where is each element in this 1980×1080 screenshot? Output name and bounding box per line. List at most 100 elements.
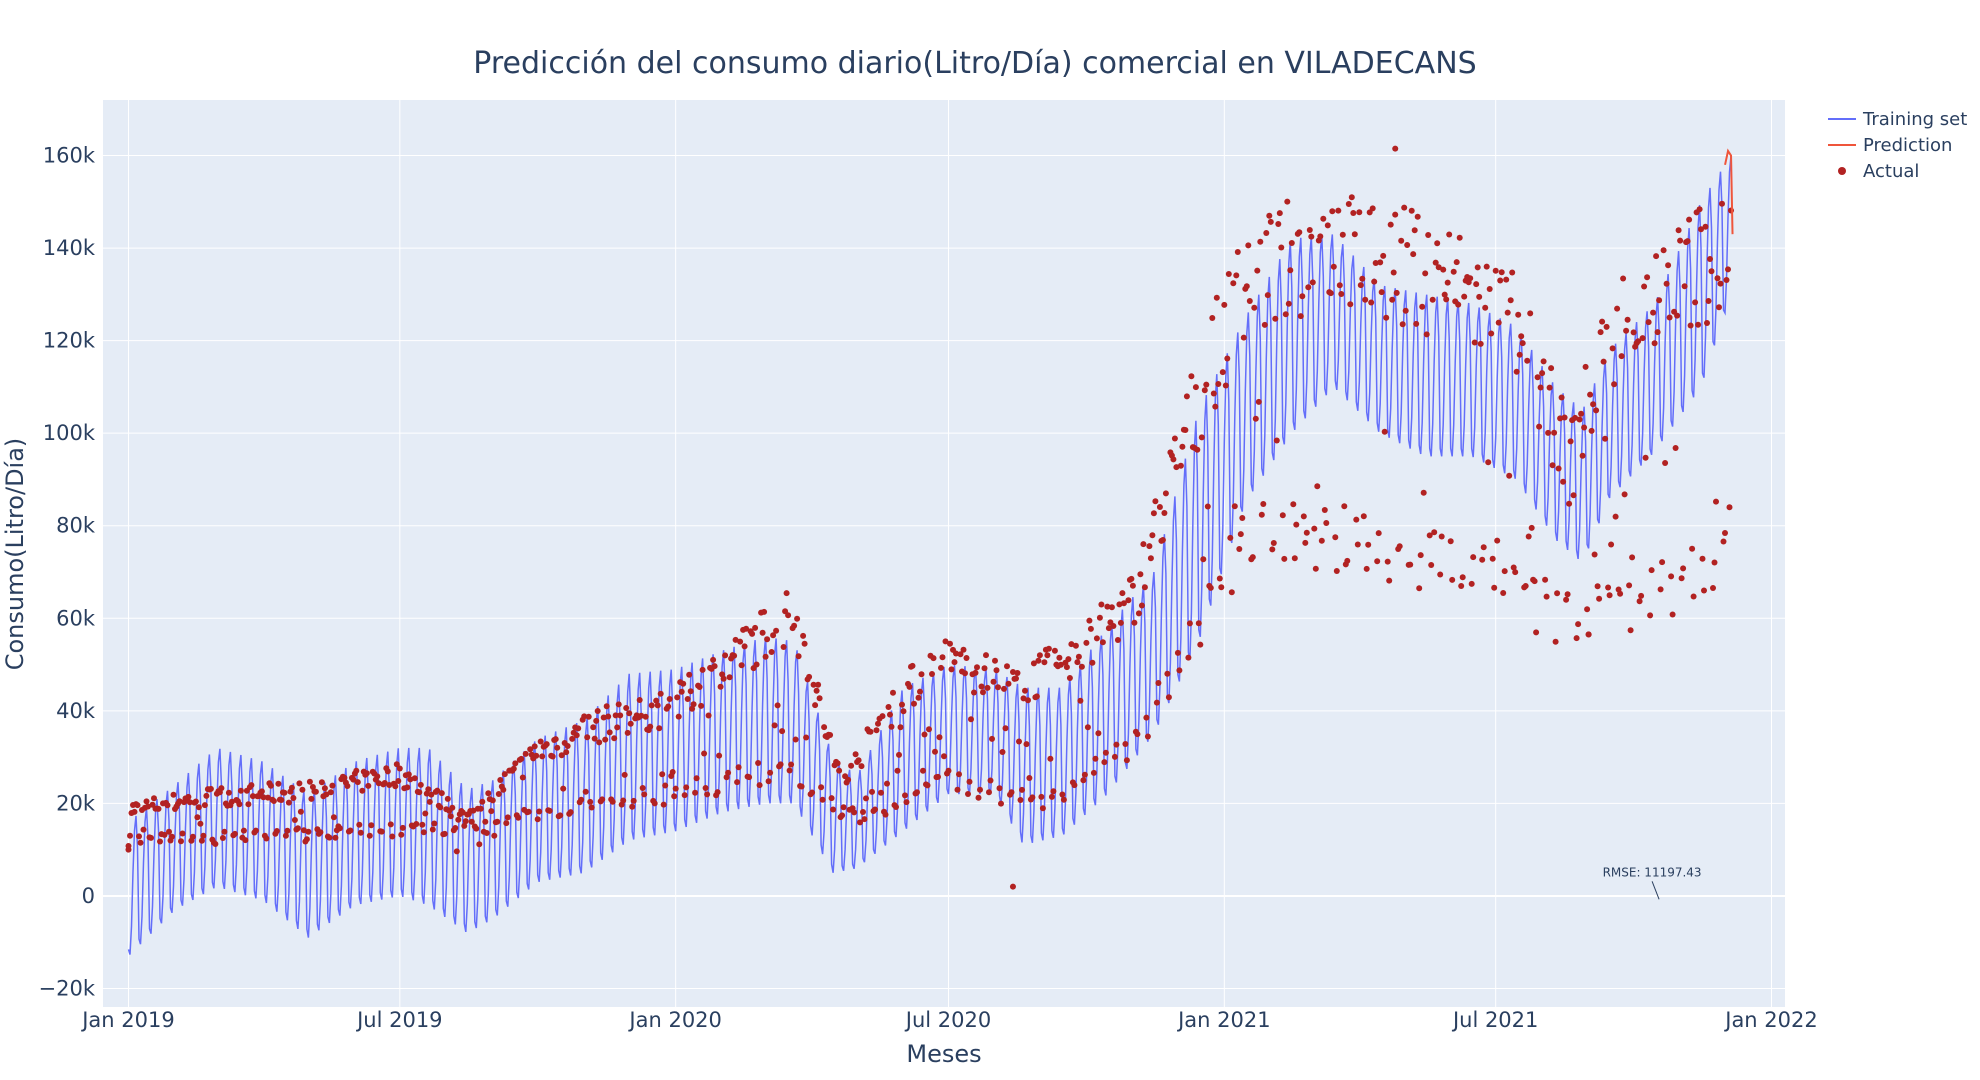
actual-point	[1608, 541, 1615, 548]
actual-point	[1010, 669, 1016, 675]
actual-point	[263, 835, 270, 842]
actual-point	[1117, 619, 1124, 626]
actual-point	[1497, 277, 1504, 284]
actual-point	[452, 825, 459, 831]
actual-point	[659, 771, 666, 778]
actual-point	[738, 662, 745, 669]
actual-point	[573, 732, 580, 739]
actual-point	[267, 782, 274, 789]
actual-point	[1407, 561, 1414, 568]
actual-point	[357, 829, 364, 836]
actual-point	[1489, 555, 1496, 562]
actual-point	[1503, 276, 1510, 283]
actual-point	[1357, 282, 1364, 289]
actual-point	[1099, 639, 1106, 646]
actual-point	[995, 684, 1001, 691]
actual-point	[1093, 635, 1100, 642]
annotations: RMSE: 11197.43	[1603, 865, 1702, 900]
actual-point	[438, 790, 445, 797]
actual-point	[1059, 791, 1066, 798]
actual-point	[1507, 297, 1514, 304]
legend-item-actual[interactable]: Actual	[1838, 161, 1919, 182]
actual-point	[1300, 513, 1307, 520]
actual-point	[746, 774, 753, 781]
actual-point	[921, 731, 928, 738]
actual-point	[1309, 279, 1316, 286]
actual-point	[1098, 601, 1105, 608]
actual-point	[500, 786, 507, 793]
actual-point	[1176, 667, 1183, 674]
actual-point	[1717, 280, 1724, 287]
actual-point	[1044, 652, 1051, 659]
legend-item-training-set[interactable]: Training set	[1828, 109, 1967, 130]
actual-point	[696, 684, 703, 690]
actual-point	[900, 708, 907, 715]
actual-point	[1081, 771, 1088, 778]
actual-point	[1297, 313, 1304, 320]
actual-point	[1552, 638, 1559, 645]
legend-label: Actual	[1863, 161, 1919, 182]
actual-point	[297, 808, 304, 815]
actual-point	[759, 629, 766, 636]
actual-point	[488, 808, 495, 815]
actual-point	[1198, 434, 1205, 441]
actual-point	[614, 724, 621, 731]
actual-point	[554, 744, 561, 751]
actual-point	[387, 821, 394, 828]
actual-point	[1116, 601, 1123, 608]
actual-point	[1725, 266, 1731, 273]
actual-point	[591, 735, 598, 742]
actual-point	[134, 802, 141, 809]
actual-point	[972, 669, 979, 676]
actual-point	[1689, 545, 1696, 552]
actual-point	[381, 780, 388, 786]
actual-point	[1135, 610, 1142, 617]
legend[interactable]: Training set Prediction Actual	[1828, 109, 1967, 182]
actual-point	[687, 688, 694, 695]
actual-point	[717, 683, 724, 690]
actual-point	[1707, 256, 1713, 262]
actual-point	[1219, 369, 1226, 376]
actual-point	[1066, 675, 1073, 681]
actual-point	[1669, 611, 1676, 618]
actual-point	[552, 736, 559, 743]
actual-point	[1278, 244, 1285, 251]
actual-point	[185, 793, 192, 800]
actual-point	[930, 655, 937, 662]
actual-point	[356, 821, 363, 828]
actual-point	[1074, 659, 1081, 666]
actual-point	[887, 711, 893, 718]
actual-point	[1534, 374, 1541, 381]
actual-point	[252, 827, 259, 834]
actual-point	[858, 763, 865, 770]
actual-point	[567, 809, 574, 816]
actual-point	[678, 688, 685, 695]
actual-point	[1680, 565, 1687, 572]
actual-point	[902, 792, 908, 799]
actual-point	[546, 807, 553, 814]
x-tick-label: Jul 2020	[904, 1008, 991, 1032]
actual-point	[303, 836, 310, 843]
actual-point	[855, 757, 862, 764]
actual-point	[1239, 515, 1246, 521]
actual-point	[722, 652, 729, 659]
legend-item-prediction[interactable]: Prediction	[1828, 135, 1952, 156]
actual-point	[497, 777, 504, 783]
actual-point	[1408, 207, 1415, 214]
actual-point	[1065, 656, 1072, 663]
actual-point	[737, 638, 744, 645]
actual-point	[306, 778, 313, 785]
actual-point	[665, 703, 672, 710]
actual-point	[1621, 491, 1628, 498]
actual-point	[1651, 340, 1658, 347]
actual-point	[519, 774, 526, 781]
actual-point	[947, 640, 953, 647]
actual-point	[1471, 339, 1478, 346]
actual-point	[1548, 365, 1555, 372]
actual-point	[1023, 741, 1030, 748]
actual-point	[1143, 714, 1150, 721]
actual-point	[792, 736, 799, 743]
actual-point	[593, 717, 600, 724]
actual-point	[1125, 597, 1132, 604]
actual-point	[374, 773, 381, 780]
